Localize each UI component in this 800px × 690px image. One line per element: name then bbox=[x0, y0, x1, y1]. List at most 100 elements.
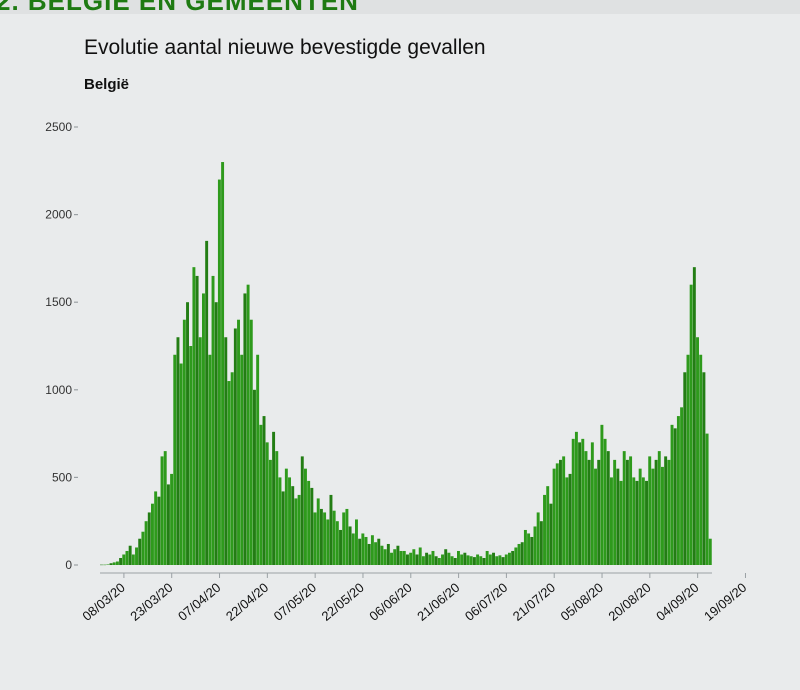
bar bbox=[291, 486, 295, 565]
bar bbox=[543, 494, 546, 565]
bar bbox=[476, 554, 480, 565]
bar bbox=[527, 533, 531, 565]
bar bbox=[699, 354, 703, 565]
bar bbox=[348, 526, 352, 565]
bar bbox=[335, 521, 339, 565]
bar bbox=[680, 407, 684, 565]
bar bbox=[549, 503, 553, 565]
bar bbox=[313, 512, 317, 565]
bar bbox=[186, 302, 189, 565]
bar bbox=[629, 456, 633, 565]
bar bbox=[147, 512, 151, 565]
bar bbox=[425, 552, 429, 565]
bar bbox=[460, 554, 464, 565]
bar bbox=[249, 319, 253, 565]
bar bbox=[345, 508, 349, 565]
bar bbox=[281, 491, 285, 565]
chart-title: Evolutie aantal nieuwe bevestigde gevall… bbox=[84, 36, 486, 59]
bar bbox=[380, 545, 384, 565]
bar bbox=[581, 438, 585, 565]
bar bbox=[138, 538, 142, 565]
bar bbox=[479, 556, 483, 565]
x-tick-label: 06/07/20 bbox=[462, 580, 510, 624]
y-tick-label: 1500 bbox=[45, 295, 72, 309]
bar bbox=[645, 480, 648, 565]
bar bbox=[657, 451, 661, 565]
bar bbox=[227, 381, 231, 565]
x-tick-label: 22/04/20 bbox=[223, 580, 271, 624]
bar bbox=[131, 554, 135, 565]
bar bbox=[441, 554, 444, 565]
bar bbox=[176, 337, 180, 565]
bar bbox=[415, 554, 419, 565]
bar bbox=[606, 451, 610, 565]
bar bbox=[520, 542, 524, 565]
bar bbox=[676, 416, 680, 565]
bar bbox=[253, 389, 256, 565]
bar bbox=[240, 354, 244, 565]
bar bbox=[708, 538, 712, 565]
y-axis: 0 500 1000 1500 2000 2500 bbox=[45, 120, 78, 572]
bar bbox=[377, 538, 381, 565]
bar bbox=[157, 496, 161, 565]
y-tick-label: 0 bbox=[65, 558, 72, 572]
bar bbox=[339, 529, 342, 565]
bar bbox=[182, 319, 186, 565]
bar bbox=[166, 484, 170, 565]
bar bbox=[508, 552, 511, 565]
bar bbox=[511, 550, 515, 565]
bar bbox=[504, 554, 508, 565]
bar bbox=[329, 494, 333, 565]
bar bbox=[278, 477, 282, 565]
bar bbox=[374, 542, 378, 565]
bar bbox=[163, 451, 167, 565]
bar bbox=[654, 459, 658, 565]
chart-subtitle: België bbox=[84, 76, 130, 93]
bar bbox=[202, 293, 205, 565]
bar bbox=[192, 267, 196, 565]
bar bbox=[651, 468, 655, 565]
bar bbox=[151, 503, 154, 565]
bar bbox=[565, 477, 569, 565]
bar bbox=[383, 549, 387, 565]
bar bbox=[412, 549, 416, 565]
bar bbox=[485, 550, 489, 565]
bar bbox=[304, 468, 307, 565]
bar bbox=[648, 456, 652, 565]
bar bbox=[472, 557, 476, 565]
bar bbox=[421, 556, 425, 565]
bar bbox=[115, 561, 119, 565]
bar bbox=[109, 563, 113, 565]
bar bbox=[310, 487, 314, 565]
bar bbox=[364, 536, 368, 565]
bar bbox=[342, 512, 346, 565]
bar bbox=[351, 533, 355, 565]
bar bbox=[393, 549, 397, 565]
bar bbox=[437, 557, 441, 565]
bar bbox=[125, 550, 129, 565]
x-tick-label: 20/08/20 bbox=[605, 580, 653, 624]
bar bbox=[173, 354, 177, 565]
bar bbox=[559, 459, 562, 565]
bar bbox=[195, 275, 199, 565]
bar bbox=[578, 442, 582, 565]
x-tick-label: 06/06/20 bbox=[366, 580, 414, 624]
bar bbox=[358, 538, 362, 565]
bar bbox=[562, 456, 566, 565]
bar bbox=[495, 556, 499, 565]
bar bbox=[539, 521, 543, 565]
bar bbox=[622, 451, 626, 565]
bar bbox=[316, 498, 320, 565]
bar bbox=[702, 372, 706, 565]
x-tick-label: 07/05/20 bbox=[271, 580, 319, 624]
bar bbox=[444, 549, 448, 565]
bar bbox=[638, 468, 642, 565]
bar bbox=[600, 424, 604, 565]
bar bbox=[256, 354, 260, 565]
bar bbox=[402, 550, 406, 565]
bar bbox=[332, 510, 336, 565]
bar bbox=[635, 480, 639, 565]
bar bbox=[122, 554, 126, 565]
bar bbox=[160, 456, 164, 565]
